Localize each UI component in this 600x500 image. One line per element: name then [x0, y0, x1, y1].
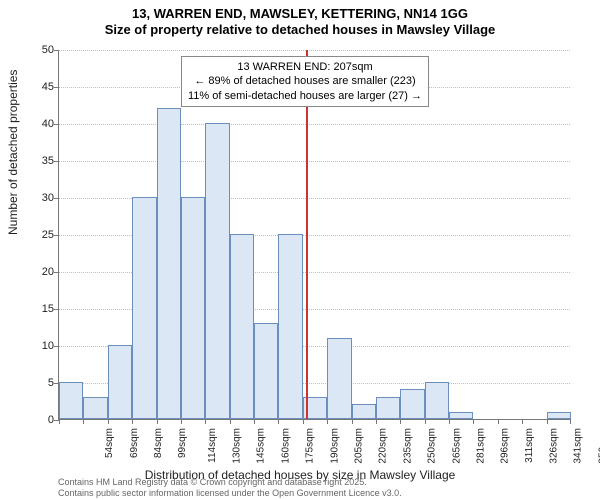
histogram-bar [352, 404, 376, 419]
x-tick-label: 296sqm [500, 428, 511, 464]
x-tick-mark [376, 419, 377, 424]
y-tick-mark [54, 346, 59, 347]
footer-line1: Contains HM Land Registry data © Crown c… [58, 477, 402, 487]
x-tick-mark [303, 419, 304, 424]
y-tick-mark [54, 309, 59, 310]
y-tick-label: 15 [24, 303, 54, 315]
x-tick-label: 130sqm [232, 428, 243, 464]
x-tick-label: 265sqm [451, 428, 462, 464]
x-tick-label: 99sqm [177, 428, 188, 458]
x-tick-label: 235sqm [402, 428, 413, 464]
x-tick-mark [230, 419, 231, 424]
histogram-bar [83, 397, 107, 419]
histogram-bar [132, 197, 156, 419]
y-tick-mark [54, 124, 59, 125]
chart-title-line2: Size of property relative to detached ho… [0, 22, 600, 38]
y-tick-mark [54, 50, 59, 51]
histogram-bar [108, 345, 132, 419]
y-tick-mark [54, 198, 59, 199]
x-tick-label: 220sqm [378, 428, 389, 464]
x-tick-mark [327, 419, 328, 424]
histogram-bar [376, 397, 400, 419]
title-block: 13, WARREN END, MAWSLEY, KETTERING, NN14… [0, 0, 600, 39]
y-axis-label: Number of detached properties [6, 70, 20, 235]
x-tick-mark [205, 419, 206, 424]
x-tick-mark [570, 419, 571, 424]
histogram-bar [547, 412, 571, 419]
y-tick-label: 35 [24, 155, 54, 167]
x-tick-mark [522, 419, 523, 424]
annotation-line2: ← 89% of detached houses are smaller (22… [188, 74, 422, 88]
y-tick-label: 0 [24, 414, 54, 426]
gridline [59, 50, 570, 51]
x-tick-label: 160sqm [280, 428, 291, 464]
histogram-bar [205, 123, 229, 419]
x-tick-label: 190sqm [329, 428, 340, 464]
histogram-bar [157, 108, 181, 419]
x-tick-label: 326sqm [549, 428, 560, 464]
x-tick-mark [473, 419, 474, 424]
annotation-line3: 11% of semi-detached houses are larger (… [188, 89, 422, 103]
histogram-bar [278, 234, 302, 419]
histogram-bar [59, 382, 83, 419]
footer-attribution: Contains HM Land Registry data © Crown c… [58, 477, 402, 498]
plot-area: 13 WARREN END: 207sqm← 89% of detached h… [58, 50, 570, 420]
x-tick-label: 341sqm [573, 428, 584, 464]
y-tick-label: 30 [24, 192, 54, 204]
y-tick-mark [54, 161, 59, 162]
histogram-bar [230, 234, 254, 419]
x-tick-mark [181, 419, 182, 424]
footer-line2: Contains public sector information licen… [58, 488, 402, 498]
y-tick-mark [54, 272, 59, 273]
x-tick-label: 54sqm [104, 428, 115, 458]
y-tick-label: 10 [24, 340, 54, 352]
x-tick-mark [400, 419, 401, 424]
x-tick-mark [278, 419, 279, 424]
y-tick-label: 25 [24, 229, 54, 241]
histogram-bar [425, 382, 449, 419]
histogram-bar [327, 338, 351, 419]
histogram-bar [254, 323, 278, 419]
x-tick-label: 311sqm [524, 428, 535, 463]
x-tick-mark [108, 419, 109, 424]
gridline [59, 124, 570, 125]
x-tick-label: 114sqm [207, 428, 218, 463]
x-tick-mark [547, 419, 548, 424]
histogram-bar [181, 197, 205, 419]
annotation-box: 13 WARREN END: 207sqm← 89% of detached h… [181, 56, 429, 107]
x-tick-label: 84sqm [153, 428, 164, 458]
histogram-bar [400, 389, 424, 419]
y-tick-label: 40 [24, 118, 54, 130]
y-tick-mark [54, 235, 59, 236]
gridline [59, 161, 570, 162]
x-tick-mark [132, 419, 133, 424]
x-tick-mark [83, 419, 84, 424]
chart-title-line1: 13, WARREN END, MAWSLEY, KETTERING, NN14… [0, 6, 600, 22]
y-tick-label: 5 [24, 377, 54, 389]
x-tick-mark [157, 419, 158, 424]
x-tick-label: 281sqm [475, 428, 486, 464]
chart-container: 13, WARREN END, MAWSLEY, KETTERING, NN14… [0, 0, 600, 500]
x-tick-mark [59, 419, 60, 424]
y-tick-label: 50 [24, 44, 54, 56]
histogram-bar [449, 412, 473, 419]
x-tick-mark [498, 419, 499, 424]
x-tick-label: 69sqm [129, 428, 140, 458]
x-tick-label: 250sqm [427, 428, 438, 464]
x-tick-label: 145sqm [256, 428, 267, 464]
y-tick-label: 45 [24, 81, 54, 93]
x-tick-mark [425, 419, 426, 424]
x-tick-label: 175sqm [305, 428, 316, 464]
y-tick-label: 20 [24, 266, 54, 278]
x-tick-label: 205sqm [354, 428, 365, 464]
annotation-line1: 13 WARREN END: 207sqm [188, 60, 422, 74]
x-tick-mark [449, 419, 450, 424]
x-tick-mark [352, 419, 353, 424]
y-tick-mark [54, 87, 59, 88]
x-tick-mark [254, 419, 255, 424]
